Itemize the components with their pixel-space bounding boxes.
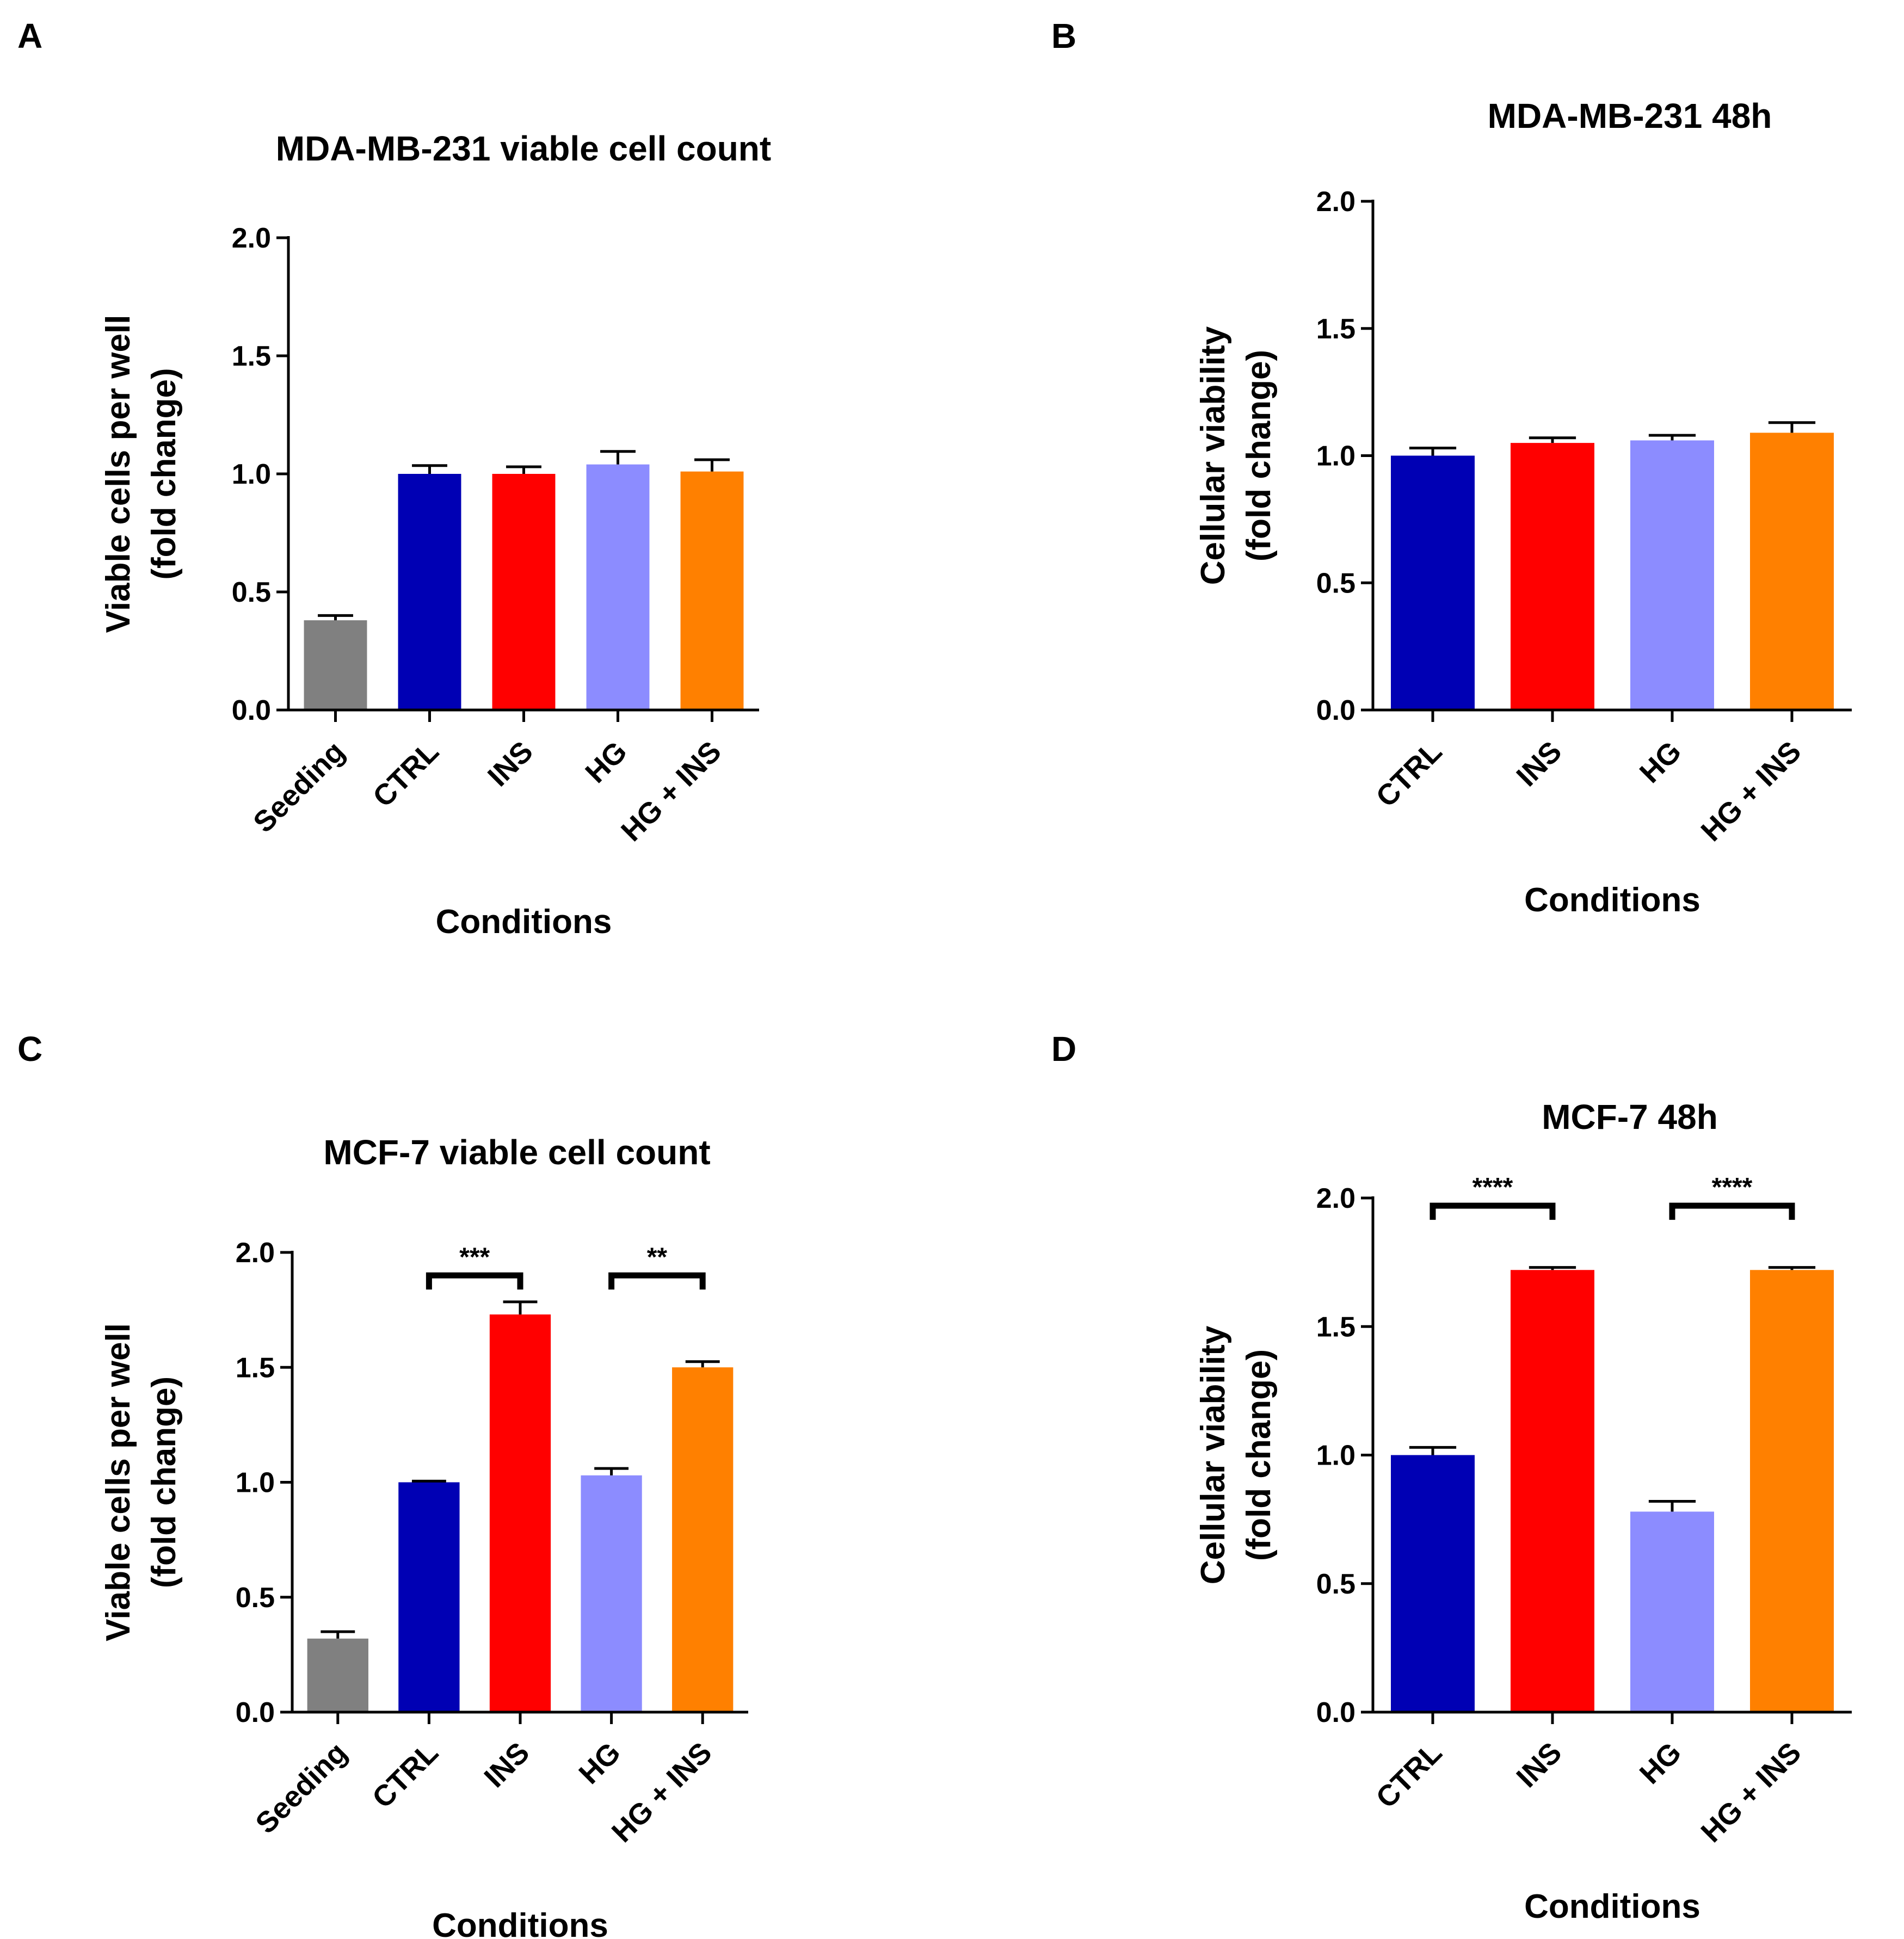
chart-a-bar-ctrl [398, 474, 461, 710]
chart-a-category-label-hg-ins: HG + INS [615, 735, 728, 848]
chart-a-y-axis-label: Viable cells per well (fold change) [100, 315, 183, 633]
chart-a-bar-seeding [304, 620, 367, 710]
chart-c-bar-ins [489, 1314, 551, 1712]
chart-a-ytick-label: 1.0 [232, 459, 271, 490]
chart-c: MCF-7 viable cell count 0.0 0.5 1.0 1.5 2.0 Se… [100, 1133, 748, 1939]
chart-d-ytick-label: 1.5 [1316, 1311, 1355, 1343]
chart-d-significance-label: **** [1712, 1173, 1753, 1202]
chart-b-ytick-label: 0.0 [1316, 695, 1355, 726]
chart-a-ytick-label: 1.5 [232, 341, 271, 372]
chart-d-significance-label: **** [1472, 1173, 1513, 1202]
chart-b-bar-hg [1630, 440, 1714, 710]
chart-d: MCF-7 48h 0.0 0.5 1.0 1.5 2.0 CTRL INS HG HG + IN… [1194, 1097, 1852, 1925]
chart-d-category-label-ins: INS [1510, 1736, 1568, 1794]
chart-d-x-axis-label: Conditions [1524, 1888, 1700, 1925]
chart-c-category-label-ins: INS [478, 1736, 535, 1794]
chart-c-x-axis-label: Conditions [432, 1907, 608, 1939]
chart-c-bar-seeding [307, 1638, 368, 1712]
panel-letter-c: C [17, 1029, 42, 1069]
chart-d-ytick-label: 0.5 [1316, 1569, 1355, 1600]
chart-d-title: MCF-7 48h [1542, 1097, 1718, 1137]
chart-c-bar-ctrl [398, 1482, 460, 1712]
chart-c-y-axis-label-line: (fold change) [145, 1376, 183, 1588]
chart-b-category-label-ins: INS [1510, 735, 1568, 793]
chart-b-y-axis-label: Cellular viability (fold change) [1194, 326, 1278, 585]
chart-a-ytick-label: 0.0 [232, 695, 271, 726]
chart-b-category-label-hg: HG [1634, 735, 1688, 789]
chart-d-bar-hg-ins [1750, 1270, 1834, 1712]
panel-letter-b: B [1051, 16, 1076, 55]
chart-a-x-axis-label: Conditions [436, 903, 612, 941]
chart-a-ytick-label: 2.0 [232, 223, 271, 254]
chart-b-ytick-label: 2.0 [1316, 186, 1355, 218]
chart-c-ytick-label: 2.0 [236, 1237, 275, 1269]
chart-c-significance-label: *** [459, 1243, 490, 1271]
chart-c-ytick-label: 1.0 [236, 1467, 275, 1499]
chart-b-ytick-label: 1.0 [1316, 441, 1355, 472]
chart-c-significance-label: ** [647, 1243, 668, 1271]
chart-c-significance-bracket [608, 1272, 706, 1290]
chart-b-x-axis-label: Conditions [1524, 881, 1700, 919]
chart-b-category-label-hg-ins: HG + INS [1695, 735, 1808, 848]
chart-a-category-label-seeding: Seeding [247, 735, 351, 839]
chart-d-ytick-label: 2.0 [1316, 1183, 1355, 1214]
chart-d-ytick-label: 1.0 [1316, 1440, 1355, 1472]
chart-a-category-label-hg: HG [579, 735, 633, 789]
chart-a-category-label-ctrl: CTRL [367, 735, 445, 813]
chart-a-y-axis-label-line: Viable cells per well [100, 315, 137, 633]
chart-c-category-label-ctrl: CTRL [366, 1736, 445, 1814]
chart-a-bar-ins [492, 474, 556, 710]
chart-a-bar-hg [586, 464, 650, 710]
chart-b-ytick-label: 1.5 [1316, 313, 1355, 345]
chart-d-bar-ctrl [1391, 1455, 1475, 1712]
chart-b-bar-ins [1511, 443, 1594, 710]
chart-c-bar-hg-ins [672, 1367, 734, 1712]
chart-c-category-label-seeding: Seeding [249, 1736, 353, 1840]
chart-a-title: MDA-MB-231 viable cell count [276, 129, 771, 168]
chart-b-title: MDA-MB-231 48h [1488, 96, 1772, 135]
chart-d-y-axis-label-line: Cellular viability [1194, 1325, 1232, 1584]
chart-b-bar-ctrl [1391, 455, 1475, 710]
chart-b: MDA-MB-231 48h 0.0 0.5 1.0 1.5 2.0 CTRL INS HG HG… [1194, 96, 1852, 919]
chart-c-significance-bracket [426, 1272, 523, 1290]
chart-d-y-axis-label: Cellular viability (fold change) [1194, 1325, 1278, 1584]
chart-d-significance-bracket [1669, 1202, 1795, 1220]
chart-c-title: MCF-7 viable cell count [323, 1133, 710, 1172]
chart-d-significance-bracket [1429, 1202, 1556, 1220]
chart-b-bar-hg-ins [1750, 433, 1834, 710]
chart-c-ytick-label: 0.5 [236, 1582, 275, 1614]
chart-d-y-axis-label-line: (fold change) [1240, 1349, 1278, 1561]
chart-c-category-label-hg: HG [572, 1736, 627, 1790]
chart-a: MDA-MB-231 viable cell count 0.0 0.5 1.0 1.5… [100, 129, 771, 941]
chart-d-category-label-hg: HG [1634, 1736, 1688, 1790]
chart-a-bar-hg-ins [680, 471, 744, 710]
chart-b-category-label-ctrl: CTRL [1370, 735, 1448, 813]
chart-d-category-label-ctrl: CTRL [1370, 1736, 1448, 1814]
chart-c-y-axis-label-line: Viable cells per well [100, 1323, 137, 1641]
panel-letter-d: D [1051, 1029, 1076, 1069]
chart-c-ytick-label: 1.5 [236, 1352, 275, 1384]
panel-letter-a: A [17, 16, 42, 55]
chart-c-y-axis-label: Viable cells per well (fold change) [100, 1323, 183, 1641]
chart-b-ytick-label: 0.5 [1316, 567, 1355, 599]
chart-c-bar-hg [581, 1475, 642, 1712]
chart-d-bar-ins [1511, 1270, 1594, 1712]
chart-b-y-axis-label-line: (fold change) [1240, 350, 1278, 561]
chart-c-ytick-label: 0.0 [236, 1697, 275, 1728]
chart-d-category-label-hg-ins: HG + INS [1695, 1736, 1808, 1849]
chart-a-category-label-ins: INS [482, 735, 539, 793]
chart-c-category-label-hg-ins: HG + INS [606, 1736, 718, 1849]
chart-b-y-axis-label-line: Cellular viability [1194, 326, 1232, 585]
charts-group: MDA-MB-231 viable cell count 0.0 0.5 1.0 1.5… [100, 96, 1852, 1939]
chart-d-bar-hg [1630, 1511, 1714, 1712]
chart-a-y-axis-label-line: (fold change) [145, 368, 183, 579]
chart-a-ytick-label: 0.5 [232, 577, 271, 608]
chart-d-ytick-label: 0.0 [1316, 1697, 1355, 1728]
